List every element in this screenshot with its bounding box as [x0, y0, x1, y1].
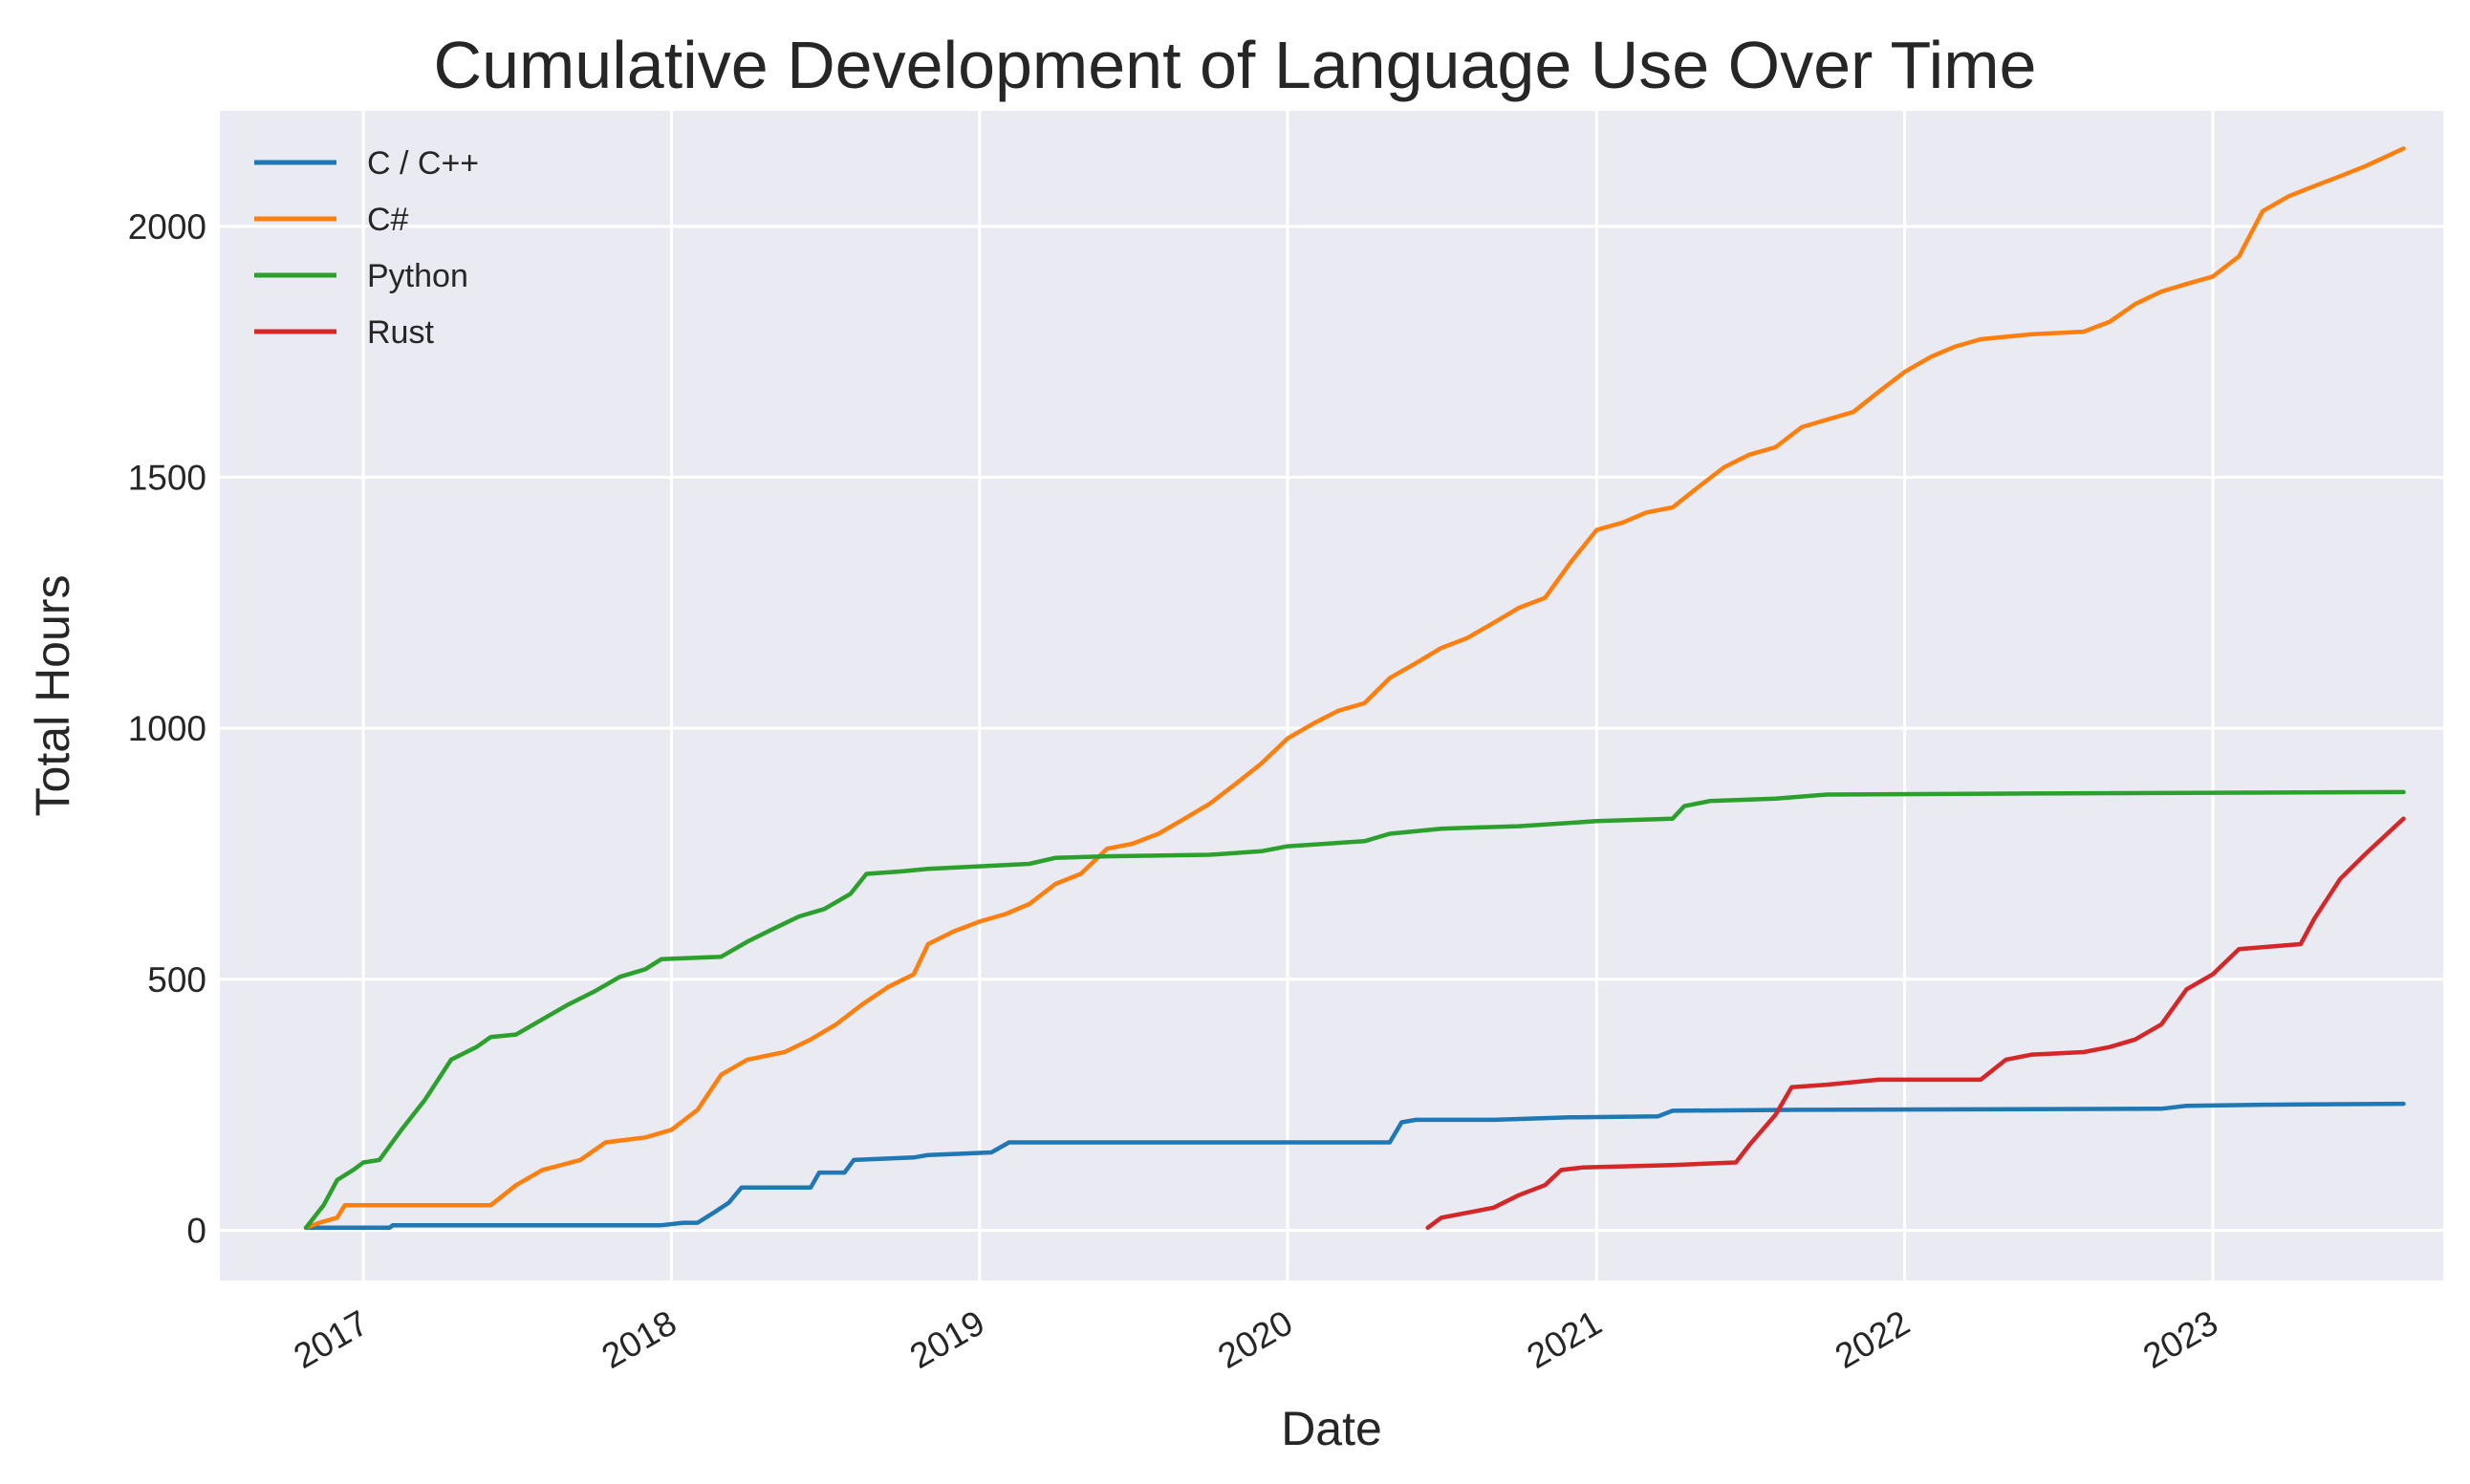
y-axis-label: Total Hours	[26, 575, 79, 817]
y-tick-label: 2000	[128, 207, 206, 247]
legend: C / C++ C# Python Rust	[254, 145, 479, 351]
x-tick-label: 2021	[1520, 1302, 1608, 1376]
legend-label: C#	[367, 202, 409, 238]
series-line-rust	[1425, 816, 2406, 1231]
chart-title: Cumulative Development of Language Use O…	[434, 28, 2037, 102]
y-tick-label: 500	[147, 960, 206, 1000]
legend-label: C / C++	[367, 145, 479, 182]
grid	[220, 111, 2443, 1280]
legend-item: C / C++	[254, 145, 479, 182]
series-layer	[303, 146, 2406, 1231]
legend-label: Python	[367, 258, 468, 294]
legend-item: Rust	[254, 314, 434, 351]
x-tick-label: 2023	[2136, 1302, 2224, 1376]
legend-item: C#	[254, 202, 409, 238]
y-tick-label: 1500	[128, 458, 206, 497]
x-tick-label: 2022	[1829, 1302, 1917, 1376]
x-tick-label: 2019	[903, 1302, 991, 1376]
x-tick-label: 2017	[287, 1302, 375, 1376]
y-tick-label: 0	[186, 1211, 206, 1250]
series-line-c-c	[303, 1101, 2406, 1231]
x-tick-label: 2020	[1211, 1302, 1299, 1376]
x-tick-label: 2018	[596, 1302, 683, 1376]
series-line-python	[303, 789, 2406, 1231]
legend-label: Rust	[367, 314, 434, 351]
y-tick-label: 1000	[128, 709, 206, 748]
series-line-c	[303, 146, 2406, 1231]
plot-area	[220, 111, 2443, 1280]
legend-item: Python	[254, 258, 468, 294]
x-axis-label: Date	[1281, 1402, 1382, 1455]
